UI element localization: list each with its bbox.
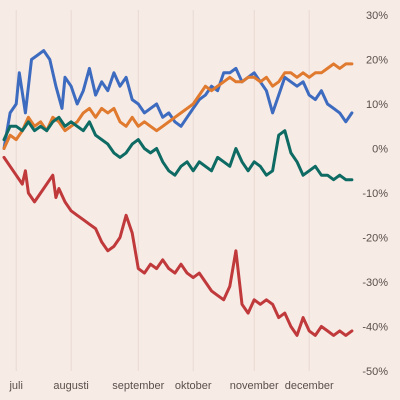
- y-tick-label: 30%: [366, 10, 388, 22]
- y-tick-label: 20%: [366, 55, 388, 67]
- y-tick-label: -10%: [362, 188, 388, 200]
- series-line-1: [2, 49, 354, 150]
- y-tick-label: 0%: [372, 144, 388, 156]
- x-axis-tick-labels: juli augusti september oktober november decem…: [8, 380, 333, 392]
- y-tick-label: -20%: [362, 233, 388, 245]
- x-tick-label: oktober: [175, 380, 212, 392]
- y-tick-label: 10%: [366, 99, 388, 111]
- x-tick-label: november: [230, 380, 279, 392]
- y-tick-label: -50%: [362, 366, 388, 378]
- vertical-gridlines: [15, 10, 310, 371]
- series-line-3: [2, 115, 354, 182]
- x-tick-label: juli: [8, 380, 22, 392]
- series-lines: [2, 49, 354, 337]
- x-tick-label: december: [285, 380, 334, 392]
- series-line-2: [2, 62, 354, 150]
- x-tick-label: augusti: [53, 380, 88, 392]
- x-tick-label: september: [112, 380, 164, 392]
- y-tick-label: -40%: [362, 322, 388, 334]
- y-tick-label: -30%: [362, 277, 388, 289]
- y-axis-tick-labels: 30% 20% 10% 0% -10% -20% -30% -40% -50%: [362, 10, 388, 378]
- series-line-4: [2, 155, 354, 337]
